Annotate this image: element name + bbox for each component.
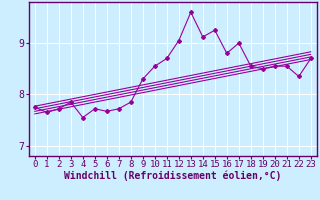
X-axis label: Windchill (Refroidissement éolien,°C): Windchill (Refroidissement éolien,°C): [64, 171, 282, 181]
